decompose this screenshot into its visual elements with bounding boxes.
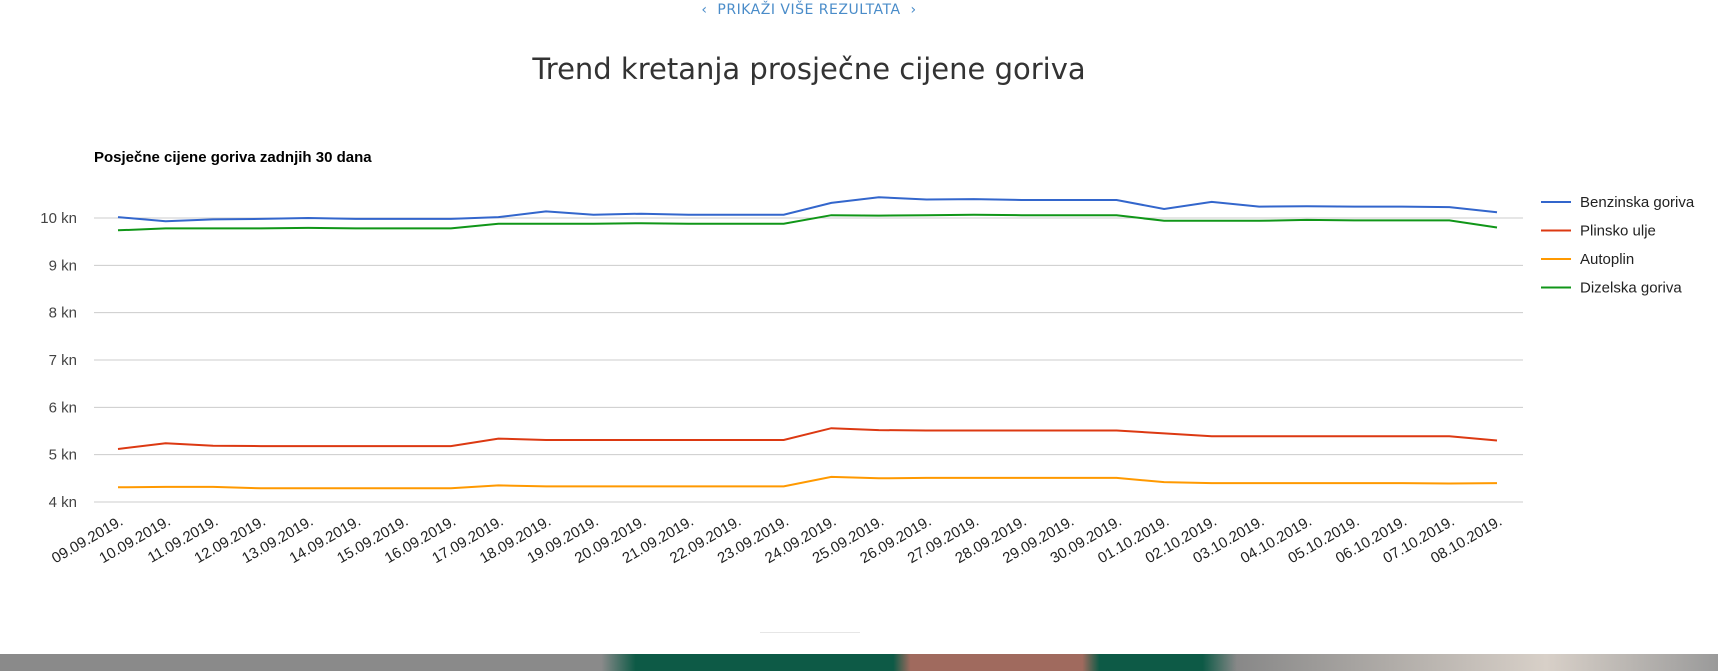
y-tick-label: 7 kn [49, 352, 77, 369]
y-axis: 4 kn 5 kn 6 kn 7 kn 8 kn 9 kn 10 kn [40, 210, 77, 511]
legend-label: Autoplin [1580, 251, 1634, 268]
legend: Benzinska goriva Plinsko ulje Autoplin Dize… [1541, 194, 1695, 297]
y-tick-label: 6 kn [49, 399, 77, 416]
legend-label: Plinsko ulje [1580, 223, 1656, 240]
x-axis: 09.09.2019.10.09.2019.11.09.2019.12.09.2… [49, 513, 1505, 567]
legend-item: Autoplin [1541, 251, 1634, 268]
y-tick-label: 10 kn [40, 210, 77, 227]
series-lines [117, 196, 1498, 490]
show-more-results-link[interactable]: ‹ PRIKAŽI VIŠE REZULTATA › [701, 2, 917, 18]
legend-item: Plinsko ulje [1541, 223, 1656, 240]
series-line-plinsko-ulje [117, 427, 1498, 450]
y-tick-label: 5 kn [49, 447, 77, 464]
page-title: Trend kretanja prosječne cijene goriva [532, 52, 1086, 86]
y-tick-label: 8 kn [49, 305, 77, 322]
divider [760, 632, 860, 633]
show-more-label: PRIKAŽI VIŠE REZULTATA [717, 2, 901, 18]
chart-title: Posječne cijene goriva zadnjih 30 dana [94, 149, 372, 166]
y-tick-label: 4 kn [49, 494, 77, 511]
series-line-benzinska-goriva [117, 196, 1498, 223]
legend-item: Dizelska goriva [1541, 280, 1682, 297]
series-line-autoplin [117, 475, 1498, 490]
legend-label: Benzinska goriva [1580, 194, 1695, 211]
legend-label: Dizelska goriva [1580, 280, 1682, 297]
y-tick-label: 9 kn [49, 257, 77, 274]
legend-item: Benzinska goriva [1541, 194, 1695, 211]
grid [94, 217, 1523, 503]
footer-image [0, 654, 1718, 671]
series-line-dizelska-goriva [117, 213, 1498, 232]
